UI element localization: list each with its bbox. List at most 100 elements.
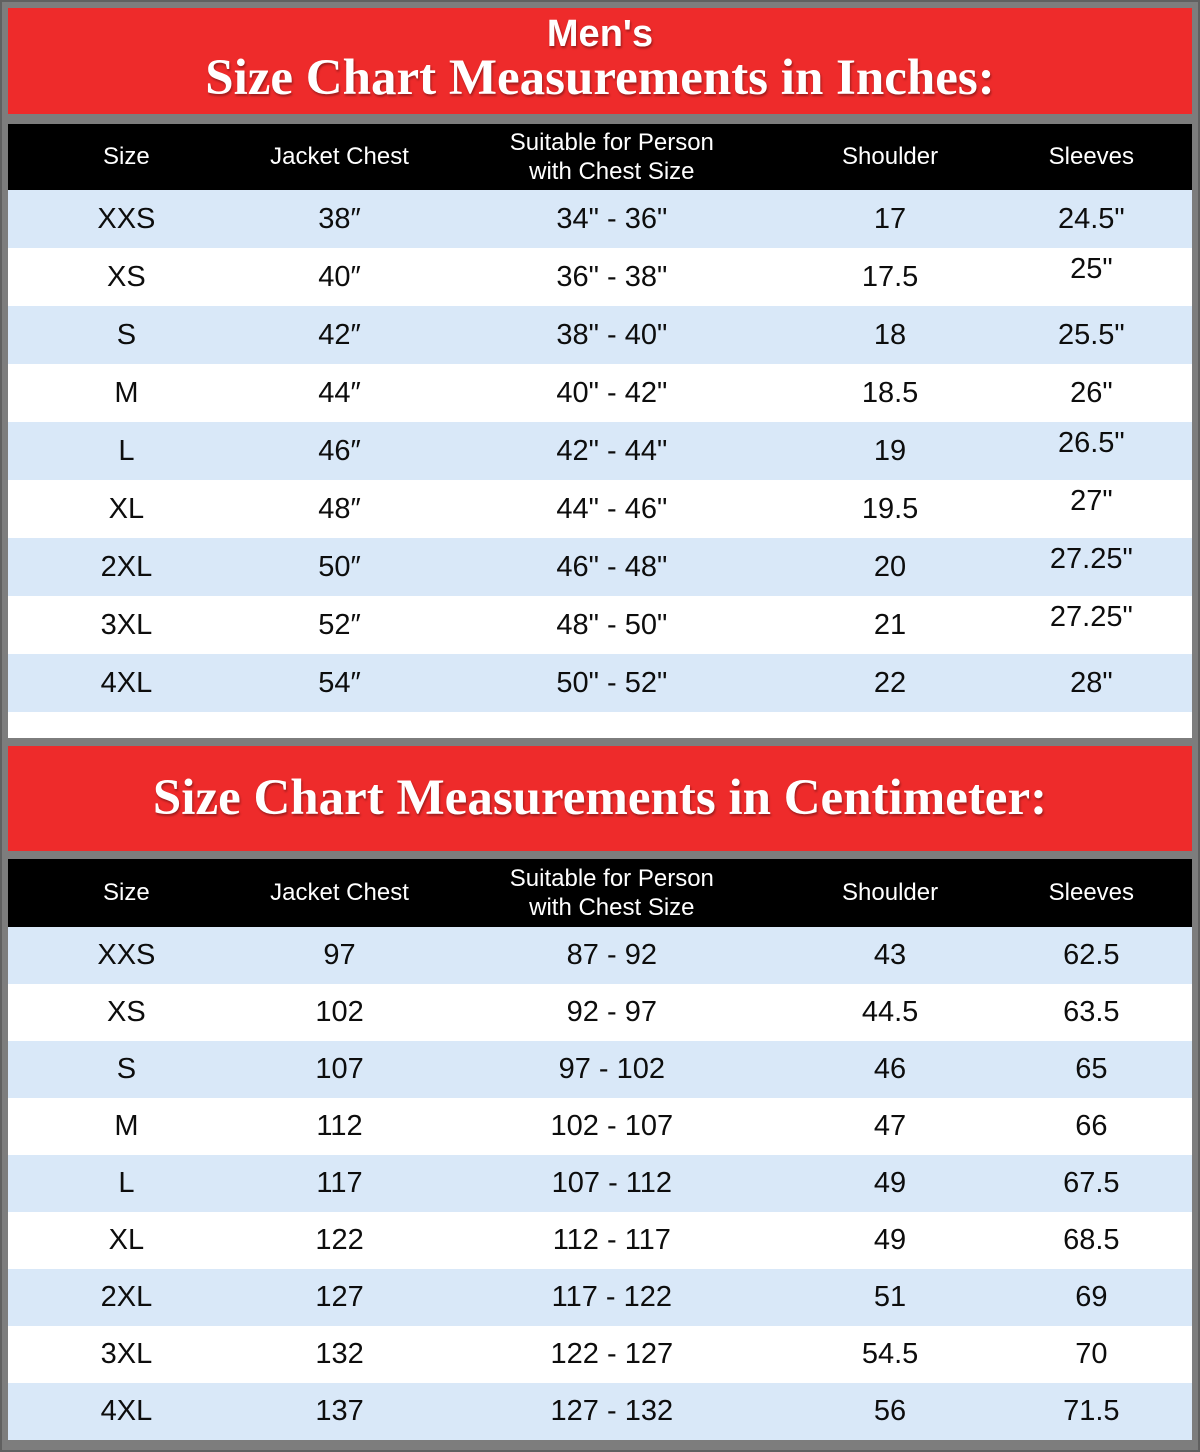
table-cell: 112 <box>316 1110 363 1142</box>
table-cell: 25.5" <box>1057 318 1125 351</box>
inches-table-section: Size Jacket Chest Suitable for Person wi… <box>8 124 1192 738</box>
inches-banner: Men's Size Chart Measurements in Inches: <box>8 8 1192 114</box>
table-row: XS 40″ 36" - 38" 17.5 25" <box>8 248 1192 306</box>
column-header-sleeves: Sleeves <box>990 124 1192 190</box>
table-cell: 42" - 44" <box>556 434 668 467</box>
table-cell: 38″ <box>318 202 361 235</box>
table-row: 2XL 127 117 - 122 51 69 <box>8 1269 1192 1326</box>
table-cell: 26.5" <box>1057 426 1125 459</box>
table-cell: 102 <box>315 996 364 1028</box>
table-row: XXS 38″ 34" - 36" 17 24.5" <box>8 190 1192 248</box>
table-cell: XL <box>108 1224 145 1256</box>
table-cell: XL <box>108 492 145 525</box>
column-header-sleeves: Sleeves <box>990 859 1192 927</box>
table-cell: 27.25" <box>1049 542 1133 575</box>
column-header-size: Size <box>8 859 245 927</box>
table-cell: 122 <box>315 1224 364 1256</box>
table-cell: 24.5" <box>1057 202 1125 235</box>
table-cell: 40" - 42" <box>556 376 668 409</box>
table-cell: 68.5 <box>1063 1224 1120 1256</box>
table-cell: M <box>114 1110 139 1142</box>
table-cell: 66 <box>1075 1110 1108 1142</box>
table-row: XS 102 92 - 97 44.5 63.5 <box>8 984 1192 1041</box>
table-cell: 49 <box>873 1224 907 1256</box>
table-cell: 122 - 127 <box>550 1338 674 1370</box>
table-row: 4XL 137 127 - 132 56 71.5 <box>8 1383 1192 1440</box>
table-cell: 46 <box>873 1053 907 1085</box>
table-cell: 92 - 97 <box>566 996 657 1028</box>
table-row: XXS 97 87 - 92 43 62.5 <box>8 927 1192 984</box>
table-cell: L <box>118 434 135 467</box>
table-cell: 127 <box>315 1281 364 1313</box>
table-row: M 44″ 40" - 42" 18.5 26" <box>8 364 1192 422</box>
table-cell: XS <box>107 996 146 1028</box>
centimeter-table-body: XXS 97 87 - 92 43 62.5 XS 102 92 - 97 44.5 63.5 S 1… <box>8 927 1192 1440</box>
column-header-suitable-chest-size: Suitable for Person with Chest Size <box>434 859 790 927</box>
table-cell: 49 <box>873 1167 907 1199</box>
table-cell: S <box>116 318 137 351</box>
table-row: L 46″ 42" - 44" 19 26.5" <box>8 422 1192 480</box>
table-row: M 112 102 - 107 47 66 <box>8 1098 1192 1155</box>
table-cell: 137 <box>315 1395 364 1427</box>
table-cell: 62.5 <box>1063 939 1120 971</box>
table-cell: 132 <box>315 1338 364 1370</box>
table-cell: 67.5 <box>1063 1167 1120 1199</box>
table-row: 3XL 52″ 48" - 50" 21 27.25" <box>8 596 1192 654</box>
table-cell: XXS <box>97 939 156 971</box>
table-cell: 87 - 92 <box>566 939 657 971</box>
table-cell: 107 - 112 <box>551 1167 673 1199</box>
inches-banner-subtitle: Men's <box>546 13 654 56</box>
table-cell: L <box>118 1167 135 1199</box>
table-cell: 44″ <box>318 376 361 409</box>
table-cell: 25" <box>1070 252 1113 285</box>
table-cell: 38" - 40" <box>556 318 668 351</box>
table-row: L 117 107 - 112 49 67.5 <box>8 1155 1192 1212</box>
table-cell: 50″ <box>318 550 361 583</box>
table-cell: 54.5 <box>861 1338 919 1370</box>
column-header-suitable-chest-size: Suitable for Person with Chest Size <box>434 124 790 190</box>
table-cell: 40″ <box>318 260 361 293</box>
inches-table-body: XXS 38″ 34" - 36" 17 24.5" XS 40″ 36" - 38" 17.5… <box>8 190 1192 712</box>
table-cell: 117 - 122 <box>551 1281 673 1313</box>
table-cell: 3XL <box>100 608 153 641</box>
table-cell: 48" - 50" <box>556 608 668 641</box>
table-cell: 19.5 <box>861 492 919 525</box>
table-row: XL 122 112 - 117 49 68.5 <box>8 1212 1192 1269</box>
table-cell: 102 - 107 <box>550 1110 674 1142</box>
table-cell: 63.5 <box>1063 996 1120 1028</box>
table-cell: 47 <box>873 1110 907 1142</box>
table-cell: 21 <box>873 608 907 641</box>
centimeter-table-header: Size Jacket Chest Suitable for Person wi… <box>8 859 1192 927</box>
table-cell: 97 - 102 <box>558 1053 666 1085</box>
table-cell: 22 <box>873 666 907 699</box>
column-header-jacket-chest: Jacket Chest <box>244 124 435 190</box>
centimeter-size-table: Size Jacket Chest Suitable for Person wi… <box>8 859 1192 1440</box>
table-cell: 56 <box>873 1395 907 1427</box>
table-cell: 127 - 132 <box>550 1395 674 1427</box>
table-cell: 4XL <box>100 666 153 699</box>
table-cell: 52″ <box>318 608 361 641</box>
table-cell: 18.5 <box>861 376 919 409</box>
table-cell: 2XL <box>100 1281 153 1313</box>
centimeter-table-section: Size Jacket Chest Suitable for Person wi… <box>8 859 1192 1440</box>
table-cell: 51 <box>873 1281 907 1313</box>
inches-table-header: Size Jacket Chest Suitable for Person wi… <box>8 124 1192 190</box>
table-cell: S <box>116 1053 137 1085</box>
inches-banner-title: Size Chart Measurements in Inches: <box>205 50 995 107</box>
table-cell: 19 <box>873 434 907 467</box>
table-cell: XS <box>107 260 146 293</box>
table-cell: 46" - 48" <box>556 550 668 583</box>
table-cell: 18 <box>873 318 907 351</box>
table-cell: 34" - 36" <box>556 202 668 235</box>
table-cell: 65 <box>1075 1053 1108 1085</box>
table-cell: 117 <box>316 1167 363 1199</box>
table-cell: 28" <box>1070 666 1113 699</box>
table-cell: 3XL <box>100 1338 153 1370</box>
table-cell: 46″ <box>318 434 361 467</box>
table-cell: 20 <box>873 550 907 583</box>
table-cell: M <box>114 376 139 409</box>
table-row: 2XL 50″ 46" - 48" 20 27.25" <box>8 538 1192 596</box>
header-row: Size Jacket Chest Suitable for Person wi… <box>8 859 1192 927</box>
table-cell: 70 <box>1075 1338 1108 1370</box>
